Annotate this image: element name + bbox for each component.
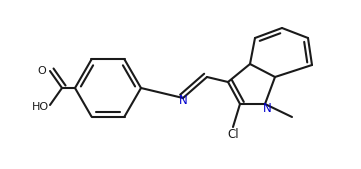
- Text: Cl: Cl: [227, 128, 239, 141]
- Text: O: O: [38, 66, 46, 76]
- Text: HO: HO: [31, 102, 49, 112]
- Text: N: N: [262, 103, 271, 115]
- Text: N: N: [179, 94, 187, 107]
